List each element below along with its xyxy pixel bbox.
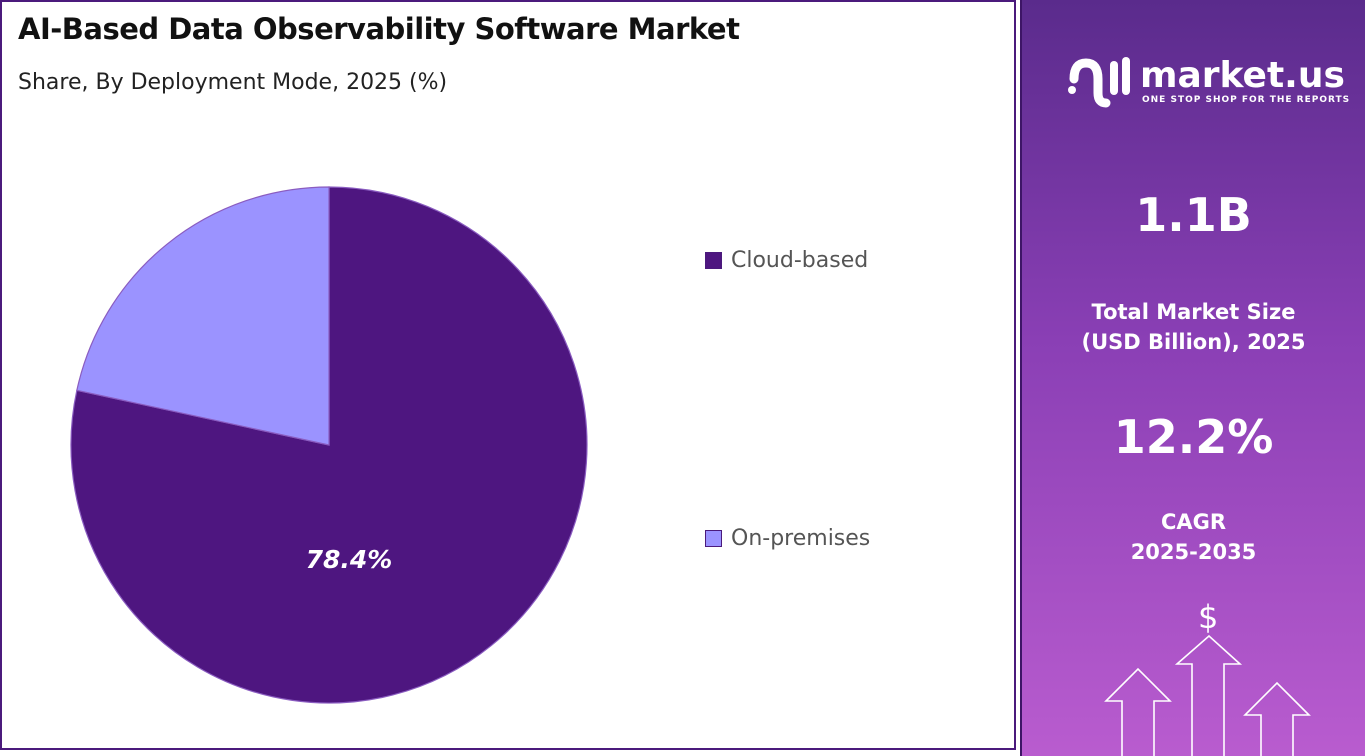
market-size-label-1: Total Market Size	[1091, 300, 1296, 324]
growth-arrows-icon	[1104, 634, 1311, 756]
legend-label-cloud-based: Cloud-based	[731, 248, 869, 273]
pie-slice-on-premises	[76, 186, 330, 446]
logo-icon	[1068, 57, 1130, 108]
summary-sidebar: market.us ONE STOP SHOP FOR THE REPORTS …	[1020, 0, 1365, 756]
legend-item-on-premises: On-premises	[705, 526, 870, 551]
chart-subtitle: Share, By Deployment Mode, 2025 (%)	[18, 70, 448, 95]
cagr-value: 12.2%	[1113, 410, 1274, 464]
brand-tagline: ONE STOP SHOP FOR THE REPORTS	[1142, 95, 1351, 105]
dollar-icon: $	[1198, 598, 1219, 636]
cagr-label-2: 2025-2035	[1130, 540, 1257, 564]
legend-label-on-premises: On-premises	[731, 526, 871, 551]
legend-item-cloud-based: Cloud-based	[705, 248, 868, 273]
market-size-label-2: (USD Billion), 2025	[1081, 330, 1306, 354]
chart-title: AI-Based Data Observability Software Mar…	[18, 12, 740, 46]
pie-slice-cloud-based	[70, 186, 588, 704]
data-label-cloud-based: 78.4%	[306, 545, 393, 574]
chart-panel: AI-Based Data Observability Software Mar…	[0, 0, 1016, 750]
market-size-value: 1.1B	[1135, 188, 1252, 242]
legend-swatch-on-premises	[705, 530, 722, 547]
brand-name: market.us	[1140, 55, 1345, 96]
legend-swatch-cloud-based	[705, 252, 722, 269]
pie-chart: 78.4%	[70, 186, 588, 704]
cagr-label-1: CAGR	[1160, 510, 1227, 534]
market-us-logo: market.us ONE STOP SHOP FOR THE REPORTS	[1062, 55, 1352, 110]
